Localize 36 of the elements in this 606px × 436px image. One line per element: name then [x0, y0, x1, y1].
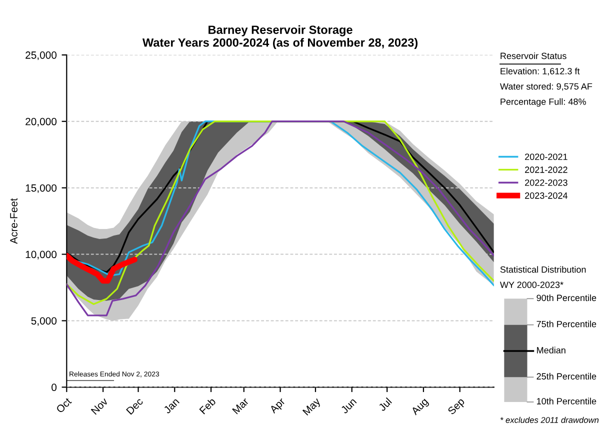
legend-label: 2021-2022	[525, 166, 568, 173]
text: * excludes 2011 drawdown	[500, 416, 599, 423]
chart-title: Barney Reservoir Storage Water Years 2000-2024 (as of November 28, 2023)	[142, 25, 418, 50]
y-tick-label: 10,000	[26, 250, 57, 260]
legend-label: 2020-2021	[525, 154, 568, 160]
legend-label: 2023-2024	[525, 192, 568, 199]
y-tick-label: 15,000	[26, 184, 57, 193]
text: Statistical Distribution	[500, 266, 586, 273]
y-tick-label: 25,000	[26, 51, 57, 60]
text: 75th Percentile	[536, 320, 596, 328]
x-tick-label: Mar	[232, 397, 250, 414]
text: Reservoir Status	[500, 52, 566, 60]
x-tick-label: Nov	[90, 397, 108, 415]
y-axis-title: Acre-Feet	[10, 198, 18, 244]
y-tick-label: 5,000	[31, 317, 57, 326]
x-tick-label: May	[302, 397, 322, 418]
text: 90th Percentile	[536, 294, 596, 302]
x-tick-label: Jul	[378, 397, 392, 412]
text: Elevation: 1,612.3 ft	[500, 68, 580, 76]
x-tick-label: Jun	[340, 398, 357, 414]
text: Percentage Full: 48%	[500, 98, 586, 107]
x-tick-label: Sep	[447, 397, 466, 417]
text: 25th Percentile	[536, 372, 596, 380]
legend-label: 2022-2023	[525, 179, 568, 186]
y-tick-label: 20,000	[26, 118, 57, 126]
x-tick-label: Apr	[269, 397, 288, 416]
text: 10th Percentile	[537, 398, 596, 404]
text: WY 2000-2023*	[500, 282, 564, 288]
x-tick-label: Jan	[163, 398, 180, 414]
x-tick-label: Dec	[126, 397, 144, 415]
text: Median	[537, 346, 566, 354]
text: Water stored: 9,575 AF	[500, 82, 592, 91]
y-tick-label: 0	[52, 384, 57, 392]
x-tick-label: Aug	[410, 398, 430, 417]
x-tick-label: Feb	[198, 397, 216, 414]
x-tick-label: Oct	[56, 397, 72, 414]
